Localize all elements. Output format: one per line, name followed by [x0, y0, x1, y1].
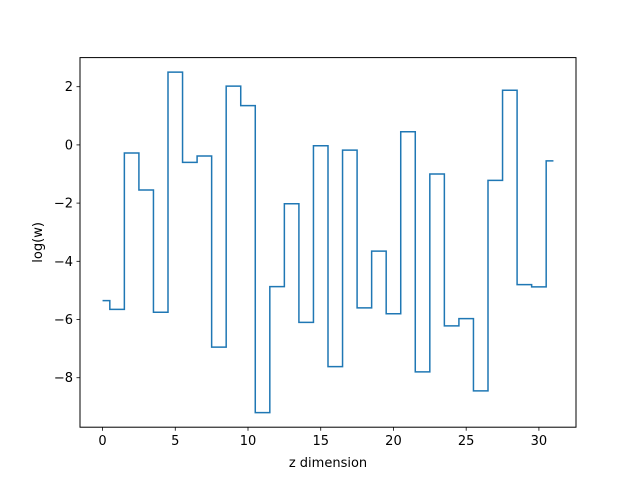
- y-tick-label: −4: [54, 255, 73, 270]
- x-axis-label: z dimension: [289, 456, 367, 471]
- y-axis-label: log(w): [31, 222, 46, 263]
- x-tick-label: 30: [531, 434, 548, 449]
- x-tick-label: 15: [312, 434, 329, 449]
- series-layer: [102, 71, 554, 414]
- x-tick-label: 25: [458, 434, 475, 449]
- x-tick-label: 5: [171, 434, 179, 449]
- x-tick-label: 0: [98, 434, 106, 449]
- series-line-0: [102, 71, 554, 414]
- y-tick-label: 2: [65, 80, 73, 95]
- x-tick-label: 10: [240, 434, 257, 449]
- x-tick-label: 20: [385, 434, 402, 449]
- y-tick-label: −6: [54, 313, 73, 328]
- y-tick-label: 0: [65, 138, 73, 153]
- plot-frame: [79, 57, 577, 428]
- y-tick-label: −8: [54, 371, 73, 386]
- y-tick-label: −2: [54, 197, 73, 212]
- y-axis-ticks: −8 −6 −4 −2 0 2: [54, 80, 80, 386]
- x-axis-ticks: 0 5 10 15 20 25 30: [98, 427, 547, 449]
